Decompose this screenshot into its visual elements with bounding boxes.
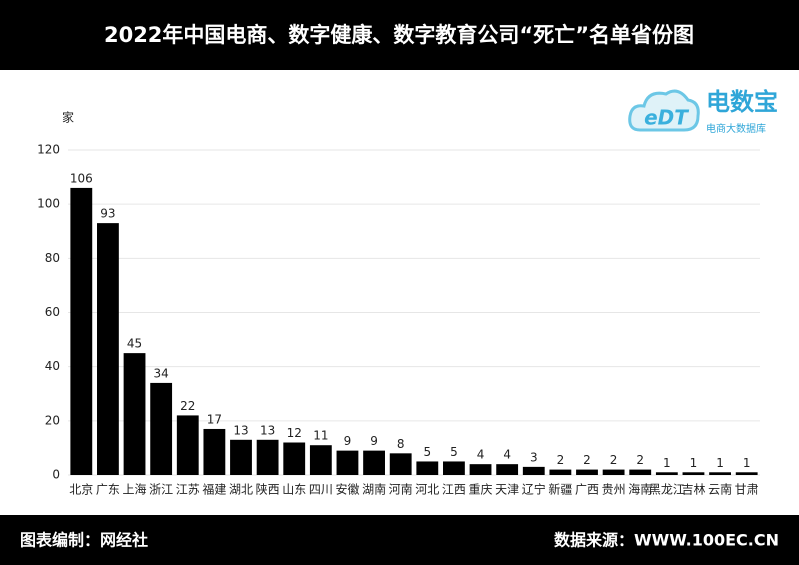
x-tick-label: 甘肃 <box>735 483 759 497</box>
y-tick-label: 100 <box>37 197 60 211</box>
value-label: 11 <box>313 429 328 443</box>
bar <box>576 469 598 475</box>
x-tick-label: 山东 <box>282 483 306 497</box>
value-label: 106 <box>70 171 93 185</box>
x-tick-label: 广东 <box>96 483 120 497</box>
x-tick-label: 上海 <box>123 482 147 497</box>
y-axis-label: 家 <box>62 110 74 125</box>
x-tick-label: 重庆 <box>469 483 493 497</box>
bar <box>309 445 332 475</box>
x-tick-label: 云南 <box>708 482 732 497</box>
bar <box>230 439 252 475</box>
value-label: 22 <box>180 399 195 413</box>
x-tick-label: 安徽 <box>335 482 359 497</box>
y-tick-label: 0 <box>52 468 60 482</box>
bar <box>97 223 119 475</box>
logo-name: 电数宝 <box>706 88 778 116</box>
value-label: 13 <box>260 423 275 437</box>
x-tick-label: 辽宁 <box>522 482 546 497</box>
x-tick-label: 浙江 <box>149 483 173 497</box>
bar <box>416 461 439 475</box>
x-tick-label: 湖南 <box>362 482 386 497</box>
bar <box>443 461 465 475</box>
value-label: 93 <box>100 207 115 221</box>
bar <box>469 464 492 475</box>
x-tick-label: 江苏 <box>176 483 200 497</box>
chart-title: 2022年中国电商、数字健康、数字教育公司“死亡”名单省份图 <box>104 23 694 47</box>
y-tick-label: 40 <box>45 359 60 373</box>
value-label: 9 <box>370 434 378 448</box>
logo-tagline: 电商大数据库 <box>706 122 766 135</box>
x-tick-label: 北京 <box>69 483 93 497</box>
footer-credit: 图表编制：网经社 <box>20 531 148 550</box>
logo-mark: eDT <box>644 106 689 130</box>
x-tick-label: 吉林 <box>681 483 705 497</box>
value-label: 8 <box>397 437 405 451</box>
value-label: 2 <box>557 453 565 467</box>
y-tick-label: 80 <box>45 251 60 265</box>
x-tick-label: 河北 <box>415 483 439 497</box>
x-tick-label: 陕西 <box>256 482 280 497</box>
value-label: 45 <box>127 337 142 351</box>
x-tick-label: 天津 <box>495 483 519 497</box>
value-label: 9 <box>344 434 352 448</box>
value-label: 34 <box>154 366 169 380</box>
x-tick-label: 海南 <box>628 482 652 497</box>
bar <box>283 442 306 475</box>
value-label: 4 <box>477 448 485 462</box>
value-label: 5 <box>450 445 458 459</box>
bar <box>363 450 385 475</box>
bar <box>150 382 173 475</box>
y-tick-label: 20 <box>45 413 60 427</box>
bar <box>176 415 199 475</box>
value-label: 1 <box>690 456 698 470</box>
bar <box>389 453 412 475</box>
value-label: 13 <box>233 423 248 437</box>
value-label: 5 <box>423 445 431 459</box>
x-tick-label: 广西 <box>575 483 599 497</box>
value-label: 1 <box>743 456 751 470</box>
bar <box>70 187 93 475</box>
logo: eDT 电数宝 电商大数据库 <box>628 88 778 135</box>
bar <box>655 472 678 475</box>
x-tick-label: 黑龙江 <box>649 483 685 497</box>
logo-cloud <box>628 89 700 132</box>
x-tick-label: 湖北 <box>229 482 253 497</box>
bar <box>522 466 545 475</box>
y-tick-label: 60 <box>45 305 60 319</box>
bar <box>629 469 652 475</box>
value-label: 17 <box>207 412 222 426</box>
value-label: 1 <box>716 456 724 470</box>
value-label: 4 <box>503 448 511 462</box>
x-tick-label: 河南 <box>389 482 413 497</box>
bar <box>123 353 146 475</box>
value-label: 3 <box>530 450 538 464</box>
x-tick-label: 四川 <box>309 483 333 497</box>
value-label: 1 <box>663 456 671 470</box>
x-tick-label: 贵州 <box>602 483 626 497</box>
footer-source: 数据来源：WWW.100EC.CN <box>554 531 779 550</box>
bar <box>602 469 625 475</box>
y-tick-label: 120 <box>37 143 60 157</box>
value-label: 2 <box>610 453 618 467</box>
bar <box>496 464 519 475</box>
value-label: 2 <box>583 453 591 467</box>
bar <box>682 472 705 475</box>
header-bar <box>0 0 799 70</box>
bar <box>336 450 359 475</box>
footer-bar <box>0 515 799 565</box>
value-label: 12 <box>287 426 302 440</box>
value-label: 2 <box>636 453 644 467</box>
bar <box>549 469 572 475</box>
bar <box>709 472 731 475</box>
bar <box>735 472 758 475</box>
x-tick-label: 江西 <box>442 483 466 497</box>
x-tick-label: 福建 <box>202 482 226 497</box>
bar <box>203 428 226 475</box>
bar <box>256 439 279 475</box>
x-tick-label: 新疆 <box>548 482 572 497</box>
